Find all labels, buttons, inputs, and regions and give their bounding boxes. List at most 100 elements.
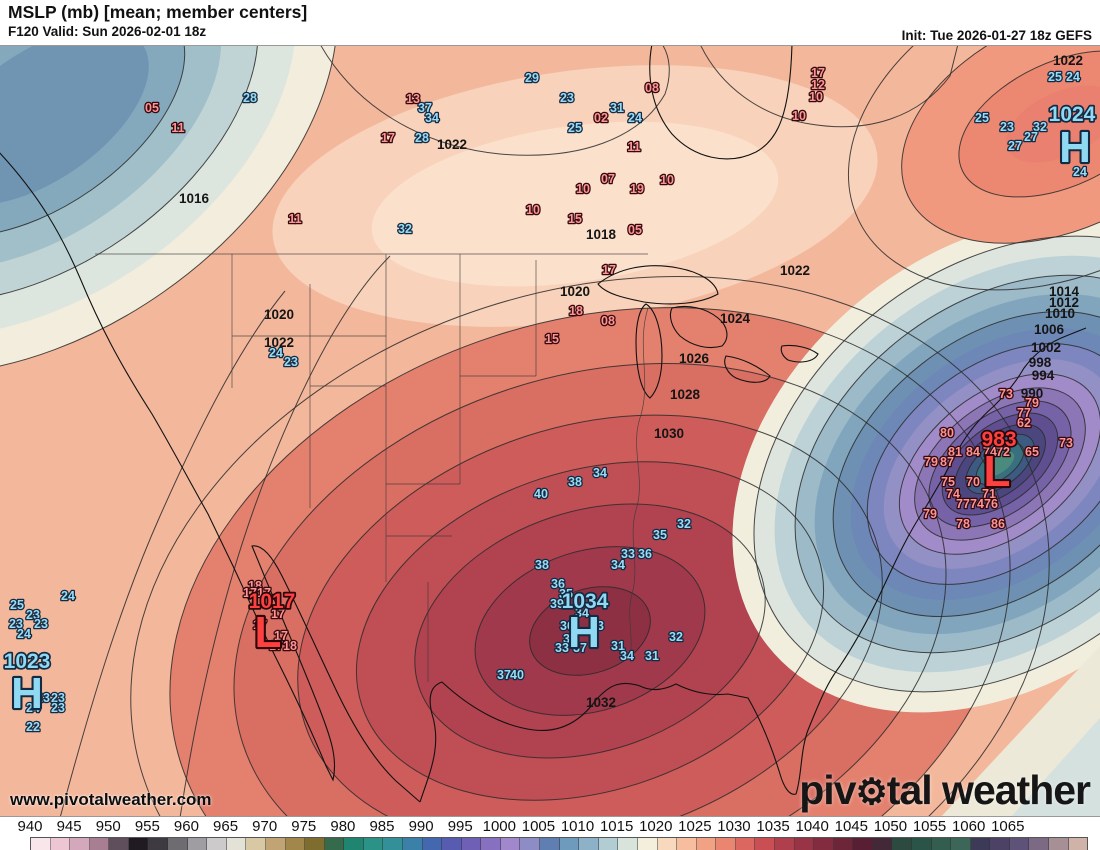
member-value: 17 — [271, 607, 285, 621]
colorbar-cell — [265, 838, 286, 850]
member-value: 17 — [253, 618, 267, 632]
contour-label: 1022 — [1053, 53, 1083, 68]
member-value: 77 — [956, 497, 970, 511]
colorbar-tick: 1030 — [717, 818, 751, 835]
pivotalweather-logo: piv⚙tal weather — [799, 767, 1091, 814]
member-value: 07 — [601, 172, 615, 186]
member-value: 24 — [1066, 70, 1080, 84]
contour-label: 1016 — [179, 191, 210, 206]
colorbar-cell — [657, 838, 678, 850]
logo-text-tal: tal — [886, 767, 933, 813]
contour-label: 990 — [1021, 386, 1044, 401]
member-value: 24 — [61, 589, 75, 603]
init-time: Init: Tue 2026-01-27 18z GEFS — [901, 28, 1092, 43]
contour-label: 1024 — [720, 311, 751, 326]
member-value: 84 — [966, 445, 980, 459]
colorbar-cell — [461, 838, 482, 850]
contour-label: 1028 — [670, 387, 701, 402]
northwest-low-bands — [0, 46, 338, 375]
member-value: 35 — [653, 528, 667, 542]
member-value: 72 — [996, 445, 1010, 459]
colorbar-cell — [1009, 838, 1030, 850]
member-value: 17 — [381, 131, 395, 145]
contour-label: 1014 — [1049, 284, 1080, 299]
colorbar-tick: 965 — [213, 818, 239, 835]
colorbar-cell — [814, 838, 834, 850]
member-value: 23 — [26, 608, 40, 622]
member-value: 15 — [545, 332, 559, 346]
member-value: 33 — [590, 619, 604, 633]
page-title: MSLP (mb) [mean; member centers] — [8, 2, 308, 22]
member-value: 38 — [568, 475, 582, 489]
colorbar-cell — [696, 838, 717, 850]
colorbar-tick: 955 — [134, 818, 160, 835]
member-value: 17 — [243, 586, 257, 600]
colorbar-cell — [207, 838, 227, 850]
contour-label: 998 — [1029, 355, 1052, 370]
contour-labels: 1016101810201020102210221022102210241026… — [179, 53, 1083, 710]
colorbar-cell — [1029, 838, 1050, 850]
member-value: 11 — [171, 121, 184, 135]
contour-label: 1006 — [1034, 322, 1065, 337]
colorbar-cell — [285, 838, 306, 850]
member-value: 38 — [535, 558, 549, 572]
member-value: 74 — [983, 445, 997, 459]
colorbar-tick: 995 — [447, 818, 473, 835]
colorbar-tick: 1040 — [795, 818, 829, 835]
member-value: 36 — [560, 619, 574, 633]
isobar-contours — [0, 46, 1100, 816]
colorbar-cell — [774, 838, 795, 850]
member-value: 10 — [809, 90, 823, 104]
contour-label: 1002 — [1031, 340, 1061, 355]
pressure-center-symbol: L — [255, 608, 282, 657]
colorbar-tick: 1005 — [521, 818, 556, 835]
colorbar-cell — [520, 838, 541, 850]
coastlines — [0, 46, 1087, 803]
colorbar-cell — [187, 838, 208, 850]
member-value: 19 — [630, 182, 644, 196]
member-value: 05 — [145, 101, 159, 115]
colorbar-tick: 945 — [56, 818, 82, 835]
colorbar-tick: 1045 — [834, 818, 868, 835]
northeast-high-bands — [901, 46, 1100, 244]
member-value: 23 — [36, 691, 50, 705]
state-borders — [95, 253, 649, 682]
colorbar-cell — [70, 838, 90, 850]
member-value: 75 — [941, 475, 955, 489]
colorbar-cell — [50, 838, 71, 850]
member-value: 34 — [620, 649, 634, 663]
member-value: 34 — [611, 558, 625, 572]
member-value: 10 — [660, 173, 674, 187]
atlantic-low-bands — [732, 215, 1100, 713]
member-value: 17 — [602, 263, 616, 277]
colorbar-tick: 980 — [330, 818, 356, 835]
colorbar-tick: 975 — [291, 818, 317, 835]
colorbar-cell — [618, 838, 638, 850]
member-value: 23 — [560, 91, 574, 105]
member-value: 29 — [525, 71, 539, 85]
colorbar-tick: 990 — [408, 818, 434, 835]
member-value: 74 — [970, 497, 984, 511]
member-value: 73 — [1059, 436, 1073, 450]
colorbar-cell — [598, 838, 619, 850]
colorbar-tick: 1065 — [991, 818, 1025, 835]
colorbar-tick: 1010 — [560, 818, 595, 835]
member-value: 24 — [1073, 165, 1087, 179]
pressure-center-value: 1034 — [562, 590, 609, 613]
member-value: 17 — [257, 586, 271, 600]
member-value: 74 — [946, 487, 960, 501]
plains-high-bands — [169, 307, 1011, 816]
member-value: 80 — [940, 426, 954, 440]
member-value: 23 — [9, 617, 23, 631]
member-value: 79 — [1025, 396, 1039, 410]
colorbar-cell — [363, 838, 384, 850]
contour-label: 1018 — [586, 227, 617, 242]
member-value: 40 — [534, 487, 548, 501]
member-value: 34 — [425, 111, 439, 125]
colorbar-cell — [794, 838, 815, 850]
colorbar-cell — [677, 838, 697, 850]
member-value: 28 — [243, 91, 257, 105]
member-value: 25 — [1048, 70, 1062, 84]
contour-label: 1022 — [780, 263, 810, 278]
member-value: 77 — [1017, 406, 1031, 420]
